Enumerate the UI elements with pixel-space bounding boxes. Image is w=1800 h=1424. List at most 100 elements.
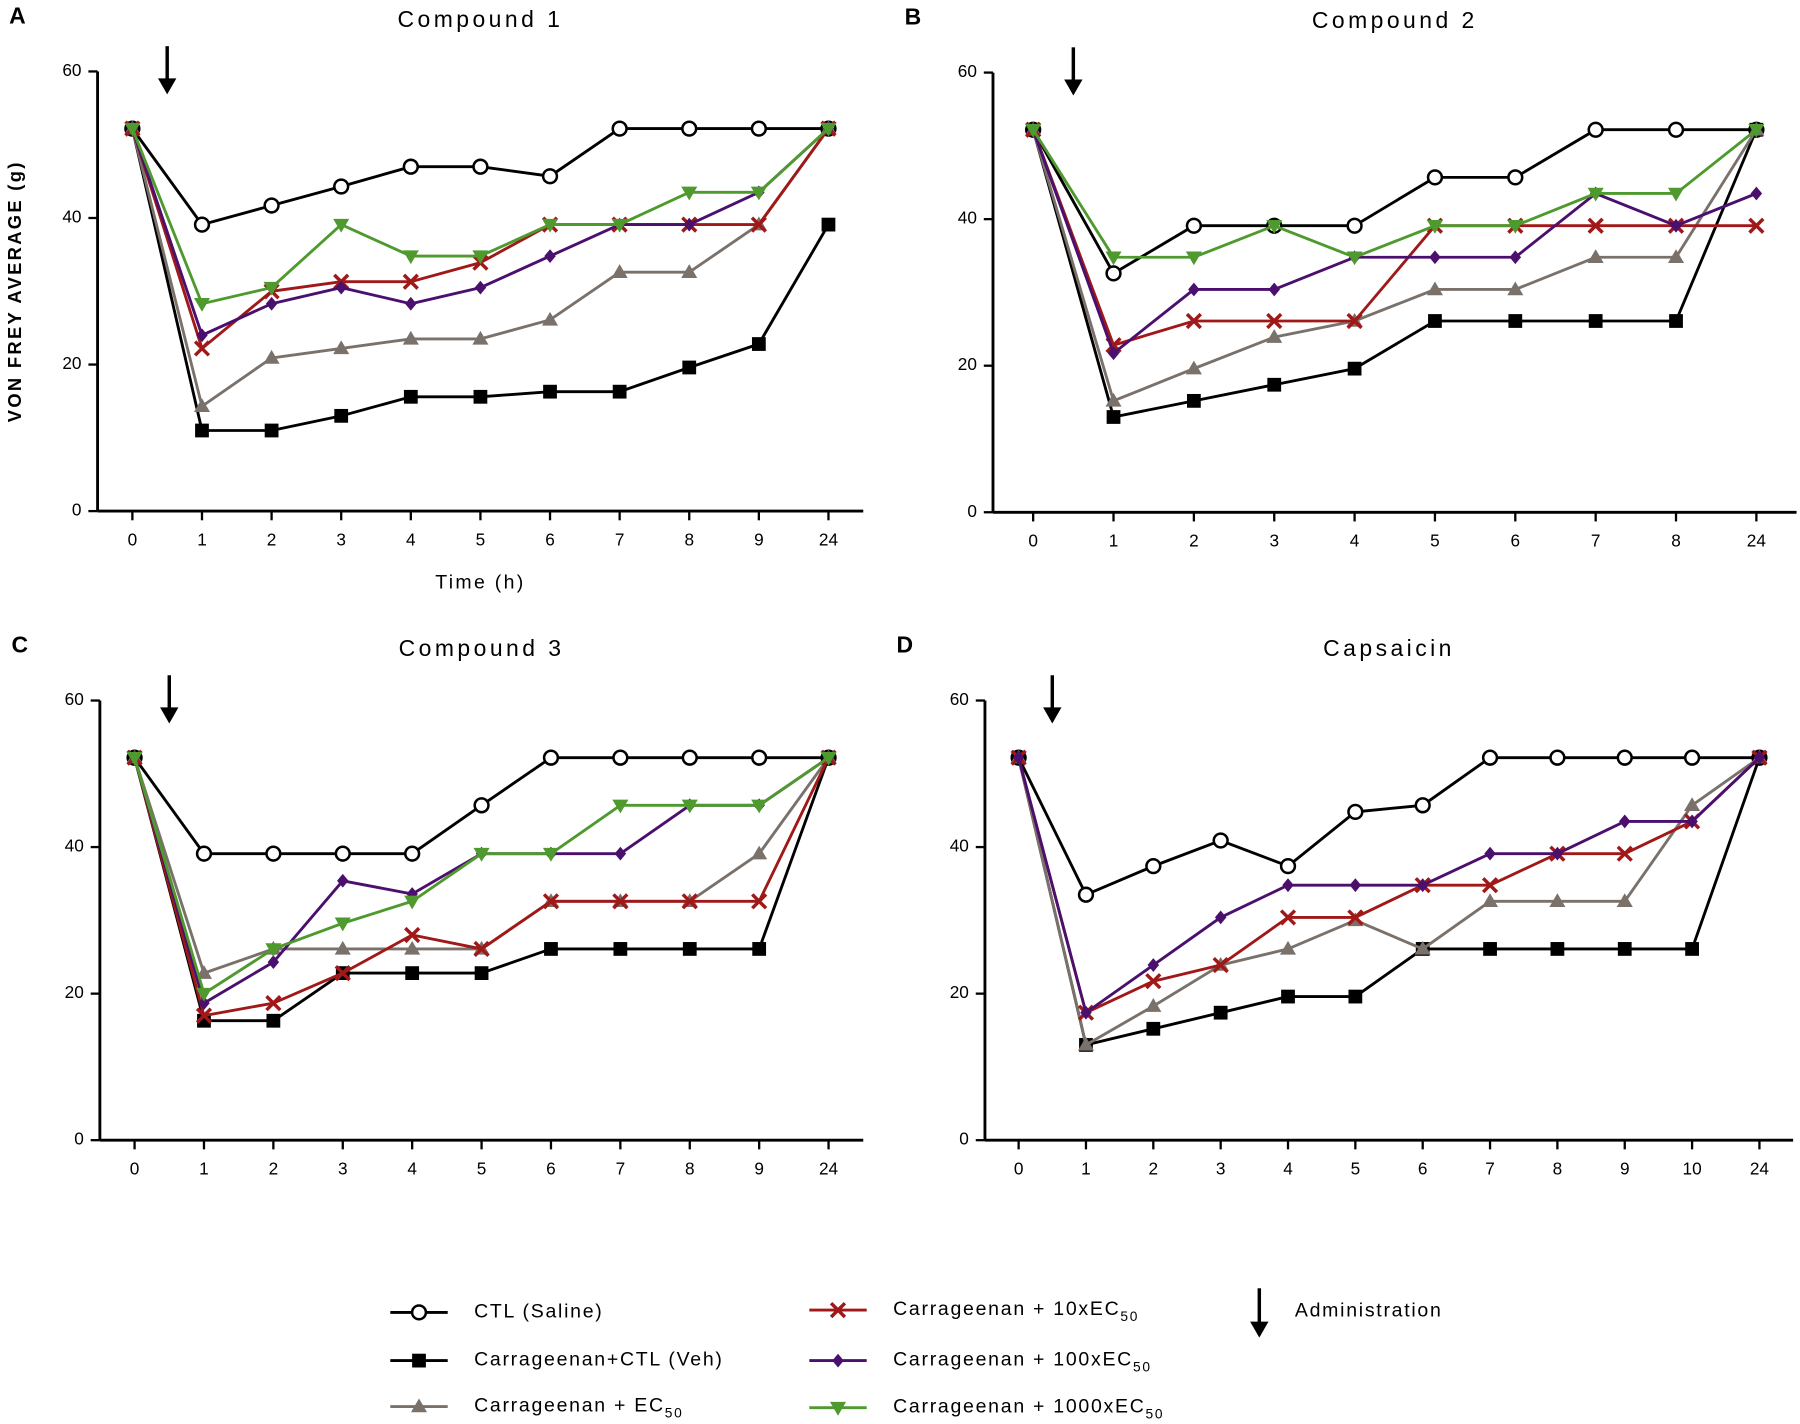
marker: [405, 296, 417, 311]
x-tick-label: 8: [684, 530, 694, 550]
marker: [1106, 410, 1121, 424]
series-line: [1017, 757, 1761, 1047]
marker: [681, 264, 698, 278]
x-tick-label: 0: [1028, 531, 1038, 551]
marker: [1587, 217, 1604, 234]
marker: [473, 389, 488, 404]
marker: [1509, 250, 1522, 265]
marker: [126, 751, 143, 766]
marker: [543, 384, 557, 399]
marker: [265, 845, 282, 862]
marker: [1669, 314, 1683, 328]
legend-label: Carrageenan+CTL (Veh): [474, 1349, 724, 1371]
marker: [404, 895, 421, 910]
series: [1011, 750, 1767, 1052]
marker: [472, 250, 489, 265]
legend-label: Carrageenan + 100xEC50: [893, 1349, 1152, 1374]
marker: [1347, 361, 1362, 376]
x-tick-label: 24: [819, 530, 839, 550]
marker: [405, 966, 420, 981]
marker: [1753, 750, 1766, 765]
series: [125, 121, 836, 438]
y-tick-label: 20: [65, 982, 84, 1002]
marker: [473, 940, 490, 958]
marker: [681, 749, 698, 766]
marker: [751, 799, 768, 814]
marker: [1619, 814, 1631, 829]
marker: [1507, 169, 1524, 186]
marker: [1428, 314, 1442, 328]
series-line: [133, 756, 830, 975]
marker: [1685, 942, 1699, 956]
legend-label: Carrageenan + 1000xEC50: [893, 1396, 1164, 1421]
series-line: [1031, 128, 1758, 259]
marker: [1481, 749, 1499, 766]
x-tick-label: 7: [616, 1159, 626, 1179]
y-tick-label: 0: [967, 501, 977, 521]
marker: [1279, 857, 1297, 875]
marker: [1145, 998, 1162, 1012]
series-line: [1031, 128, 1757, 276]
marker: [1426, 281, 1443, 296]
marker: [404, 940, 421, 955]
marker: [820, 751, 837, 766]
marker: [1147, 958, 1160, 972]
marker: [402, 158, 419, 175]
x-tick-label: 3: [336, 530, 346, 550]
marker: [1587, 187, 1604, 202]
y-axis-label: VON FREY AVERAGE (g): [4, 160, 25, 422]
marker: [1077, 1036, 1095, 1051]
marker: [541, 168, 559, 185]
x-tick-label: 2: [1149, 1159, 1159, 1179]
marker: [1667, 249, 1685, 263]
marker: [196, 328, 208, 343]
y-tick-label: 40: [958, 208, 977, 228]
marker: [404, 845, 421, 862]
marker: [265, 995, 282, 1012]
series: [1010, 749, 1768, 903]
panel-letter: C: [11, 632, 28, 658]
marker: [472, 158, 489, 175]
x-tick-label: 4: [1283, 1159, 1293, 1179]
series-line: [1031, 129, 1758, 419]
marker: [752, 942, 767, 956]
marker: [1508, 314, 1523, 328]
x-tick-label: 4: [1350, 531, 1360, 551]
marker: [682, 942, 697, 956]
marker: [1616, 749, 1633, 766]
x-tick-label: 3: [1269, 531, 1279, 551]
chart-title: Compound 1: [398, 6, 564, 32]
marker: [1105, 265, 1122, 282]
series: [1025, 124, 1765, 266]
marker: [612, 799, 629, 814]
y-tick-label: 40: [65, 836, 84, 856]
marker: [402, 273, 419, 290]
series-line: [1017, 756, 1760, 897]
series-line: [1017, 756, 1761, 1016]
marker: [682, 360, 697, 375]
x-tick-label: 9: [1620, 1159, 1630, 1179]
marker: [751, 845, 768, 860]
x-tick-label: 5: [1351, 1159, 1361, 1179]
x-tick-label: 0: [1014, 1159, 1024, 1179]
x-tick-label: 1: [1109, 531, 1119, 551]
marker: [1587, 249, 1604, 263]
marker: [195, 987, 213, 1002]
marker: [544, 249, 556, 263]
x-tick-label: 2: [269, 1159, 279, 1179]
x-tick-label: 7: [1485, 1159, 1495, 1179]
marker: [265, 296, 278, 311]
marker: [1185, 360, 1202, 375]
x-tick-label: 10: [1683, 1159, 1702, 1179]
marker: [1025, 124, 1042, 138]
marker: [264, 423, 279, 438]
marker: [195, 845, 213, 862]
marker: [1349, 878, 1362, 893]
marker: [404, 926, 421, 944]
x-tick-label: 5: [476, 530, 486, 550]
x-tick-label: 8: [1553, 1159, 1563, 1179]
marker: [334, 845, 351, 862]
marker: [542, 749, 560, 766]
marker: [1667, 187, 1685, 202]
marker: [1426, 169, 1444, 186]
